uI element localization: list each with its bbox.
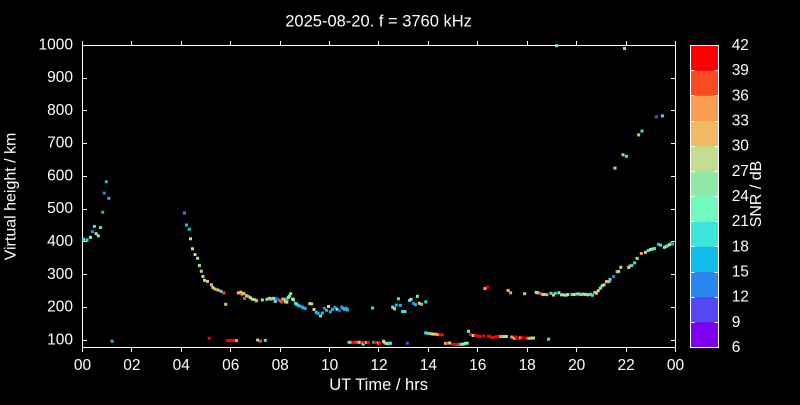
svg-text:18: 18 — [732, 238, 749, 255]
svg-text:30: 30 — [732, 138, 750, 155]
svg-text:39: 39 — [732, 62, 749, 79]
svg-text:02: 02 — [123, 357, 140, 374]
svg-text:18: 18 — [519, 357, 536, 374]
svg-text:SNR / dB: SNR / dB — [748, 161, 765, 228]
svg-text:08: 08 — [272, 357, 289, 374]
svg-text:22: 22 — [617, 357, 634, 374]
svg-text:800: 800 — [47, 102, 73, 119]
svg-text:15: 15 — [732, 264, 749, 281]
svg-text:6: 6 — [732, 339, 741, 356]
svg-text:12: 12 — [370, 357, 387, 374]
svg-text:1000: 1000 — [39, 36, 74, 53]
svg-text:24: 24 — [732, 188, 750, 205]
svg-text:06: 06 — [222, 357, 239, 374]
svg-text:20: 20 — [568, 357, 586, 374]
svg-text:9: 9 — [732, 314, 741, 331]
svg-text:10: 10 — [321, 357, 339, 374]
svg-text:UT Time / hrs: UT Time / hrs — [329, 376, 428, 394]
svg-text:00: 00 — [667, 357, 685, 374]
svg-text:14: 14 — [420, 357, 438, 374]
svg-text:400: 400 — [47, 233, 73, 250]
svg-text:36: 36 — [732, 87, 749, 104]
svg-text:33: 33 — [732, 113, 749, 130]
svg-text:700: 700 — [47, 135, 73, 152]
svg-text:200: 200 — [47, 299, 73, 316]
svg-text:21: 21 — [732, 213, 749, 230]
svg-text:12: 12 — [732, 289, 749, 306]
svg-text:500: 500 — [47, 200, 73, 217]
svg-text:900: 900 — [47, 69, 73, 86]
svg-text:00: 00 — [74, 357, 92, 374]
svg-text:100: 100 — [47, 331, 73, 348]
svg-text:16: 16 — [469, 357, 486, 374]
svg-text:300: 300 — [47, 266, 73, 283]
svg-text:600: 600 — [47, 167, 73, 184]
svg-text:42: 42 — [732, 37, 749, 54]
svg-text:2025-08-20. f = 3760 kHz: 2025-08-20. f = 3760 kHz — [285, 13, 472, 31]
svg-text:04: 04 — [173, 357, 191, 374]
svg-text:27: 27 — [732, 163, 749, 180]
svg-text:Virtual height / km: Virtual height / km — [3, 133, 20, 261]
